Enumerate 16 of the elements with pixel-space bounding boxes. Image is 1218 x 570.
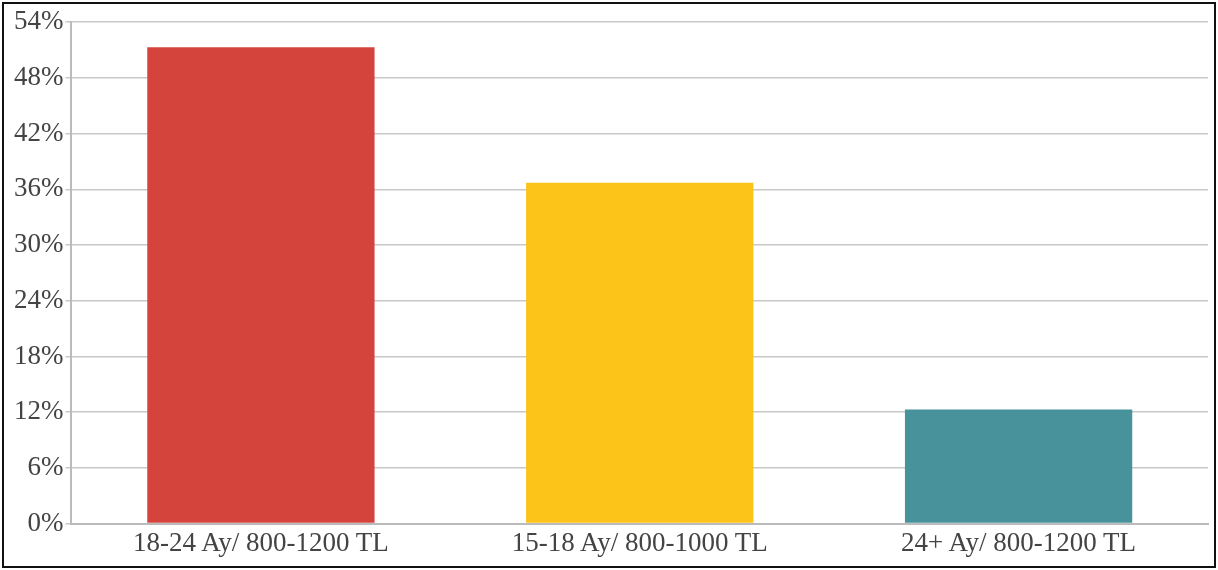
y-tick-label: 6%: [27, 450, 64, 481]
x-tick-label: 24+ Ay/ 800-1200 TL: [901, 526, 1137, 557]
bar: [147, 47, 375, 523]
y-tick-label: 24%: [13, 283, 64, 314]
y-tick-label: 30%: [13, 228, 64, 259]
y-tick-label: 48%: [13, 61, 64, 91]
y-tick-label: 12%: [13, 395, 64, 426]
y-tick-label: 36%: [13, 172, 64, 203]
y-tick-label: 42%: [13, 116, 64, 147]
bar: [904, 409, 1133, 523]
y-tick-label: 18%: [13, 339, 64, 370]
y-tick-label: 54%: [13, 5, 64, 36]
x-tick-label: 18-24 Ay/ 800-1200 TL: [133, 526, 389, 557]
bar: [526, 182, 754, 523]
y-tick-label: 0%: [27, 506, 64, 537]
x-tick-label: 15-18 Ay/ 800-1000 TL: [511, 526, 768, 557]
